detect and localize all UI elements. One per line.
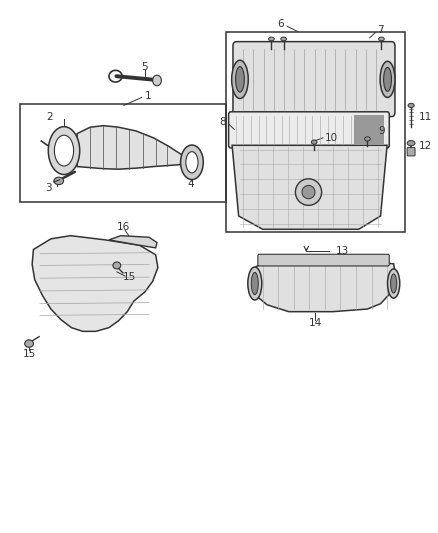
Text: 13: 13 xyxy=(336,246,349,255)
Ellipse shape xyxy=(408,103,414,108)
Polygon shape xyxy=(109,236,157,248)
FancyBboxPatch shape xyxy=(229,112,389,148)
Bar xyxy=(20,104,226,201)
Polygon shape xyxy=(32,236,158,332)
Ellipse shape xyxy=(251,272,258,295)
Ellipse shape xyxy=(364,137,370,141)
Text: 3: 3 xyxy=(46,183,52,193)
Text: 15: 15 xyxy=(22,349,36,359)
Bar xyxy=(226,31,405,232)
Ellipse shape xyxy=(180,145,203,180)
Text: 4: 4 xyxy=(187,179,194,189)
Ellipse shape xyxy=(391,274,397,293)
Ellipse shape xyxy=(388,269,400,298)
Text: 12: 12 xyxy=(419,141,432,151)
Ellipse shape xyxy=(236,67,244,92)
Ellipse shape xyxy=(268,37,274,41)
Text: 11: 11 xyxy=(419,111,432,122)
Text: 7: 7 xyxy=(377,26,384,36)
Text: 8: 8 xyxy=(219,117,226,127)
Ellipse shape xyxy=(113,262,121,269)
Ellipse shape xyxy=(384,67,392,91)
Ellipse shape xyxy=(25,340,33,348)
Ellipse shape xyxy=(48,127,80,174)
Bar xyxy=(354,115,384,145)
Text: 10: 10 xyxy=(325,133,338,143)
Ellipse shape xyxy=(54,135,74,166)
Circle shape xyxy=(152,75,161,86)
Ellipse shape xyxy=(311,140,317,144)
Ellipse shape xyxy=(54,177,64,184)
Ellipse shape xyxy=(295,179,321,205)
Text: 14: 14 xyxy=(308,318,321,328)
Polygon shape xyxy=(77,126,189,169)
Ellipse shape xyxy=(407,141,415,146)
Polygon shape xyxy=(232,146,387,229)
FancyBboxPatch shape xyxy=(258,254,389,266)
Ellipse shape xyxy=(248,267,262,300)
Text: 9: 9 xyxy=(378,126,385,136)
Ellipse shape xyxy=(281,37,286,41)
Ellipse shape xyxy=(380,61,395,98)
Ellipse shape xyxy=(232,60,248,99)
Ellipse shape xyxy=(378,37,384,41)
Text: 2: 2 xyxy=(46,111,53,122)
Text: 6: 6 xyxy=(277,19,283,29)
Text: 15: 15 xyxy=(123,272,136,282)
FancyBboxPatch shape xyxy=(233,42,395,117)
Text: 5: 5 xyxy=(141,62,148,71)
Text: 16: 16 xyxy=(117,222,131,232)
Polygon shape xyxy=(251,257,396,312)
Ellipse shape xyxy=(302,185,315,199)
Text: 1: 1 xyxy=(145,91,152,101)
Ellipse shape xyxy=(186,152,198,173)
FancyBboxPatch shape xyxy=(407,148,415,156)
